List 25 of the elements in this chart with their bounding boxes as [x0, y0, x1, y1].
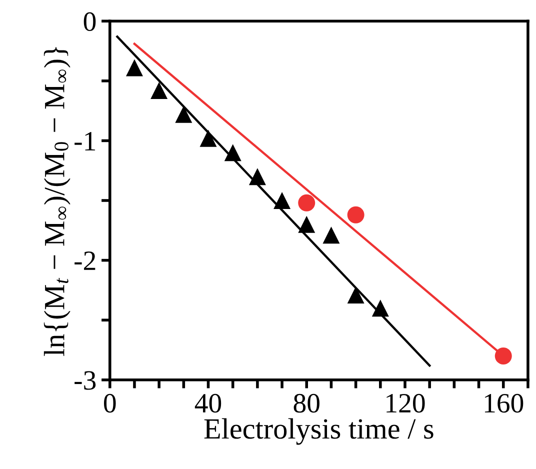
text: ln{(M$_{t}$ − M$_{∞}$)/(M$_{0}$ − M$_{∞}$)} — [44, 47, 70, 356]
y-tick-label: -3 — [74, 371, 96, 390]
point — [150, 82, 168, 99]
point — [298, 194, 316, 212]
point — [248, 168, 266, 186]
point — [274, 192, 291, 209]
point — [494, 347, 512, 364]
point — [322, 226, 340, 244]
point — [126, 59, 143, 76]
point — [224, 144, 242, 162]
x-tick-label: 0 — [104, 394, 116, 413]
y-tick-label: 0 — [84, 12, 96, 32]
point — [200, 130, 217, 147]
y-tick-label: -1 — [74, 132, 96, 150]
point — [347, 206, 364, 224]
x-axis-title: Electrolysis time / s — [204, 418, 434, 445]
y-tick-label: -2 — [74, 252, 96, 270]
point — [298, 216, 316, 233]
x-tick-label: 40 — [194, 394, 222, 413]
point — [175, 106, 192, 123]
x-tick-label: 80 — [294, 394, 320, 413]
point — [347, 286, 364, 304]
x-tick-label: 160 — [484, 394, 524, 413]
x-tick-label: 120 — [386, 394, 425, 413]
point — [372, 300, 389, 317]
